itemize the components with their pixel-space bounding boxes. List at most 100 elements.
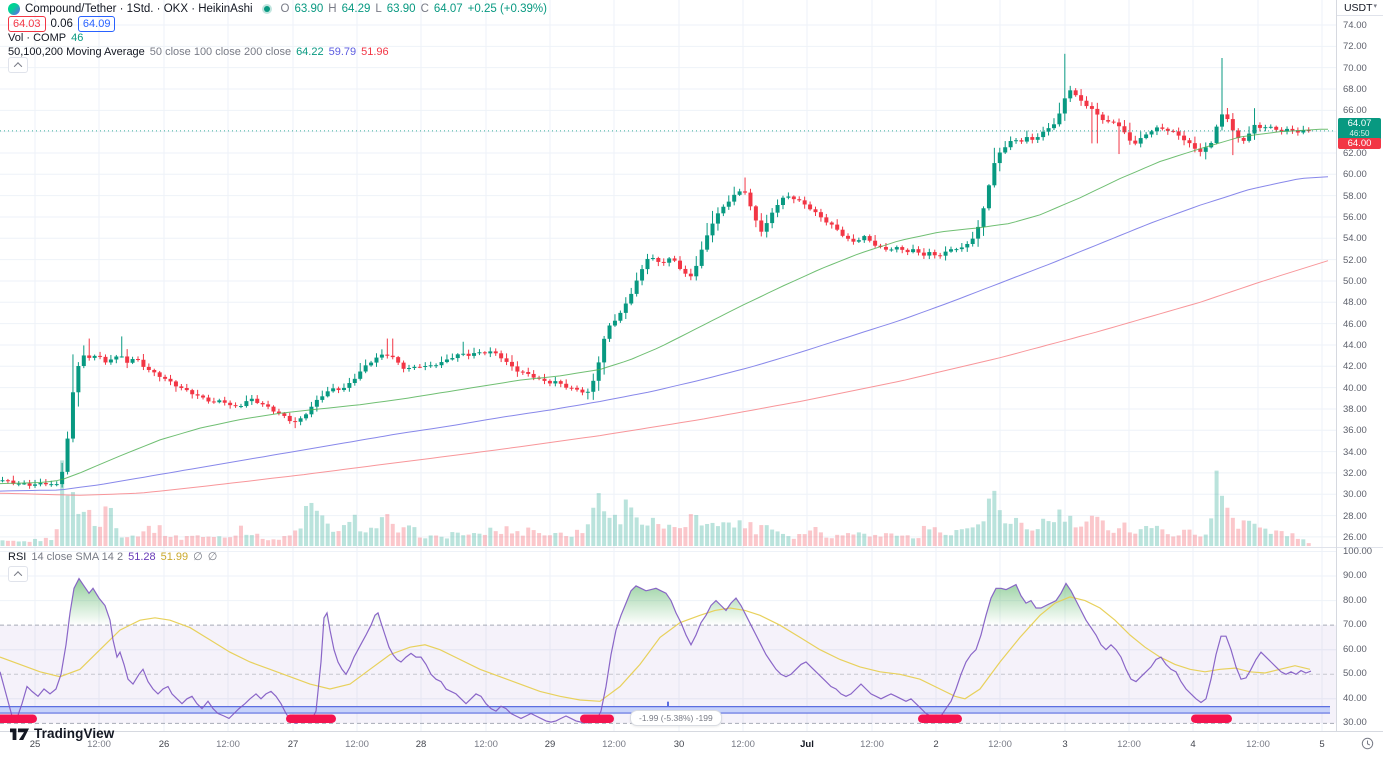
time-tick-label: 12:00: [1117, 739, 1141, 750]
rsi-empty-value-1: ∅: [193, 551, 203, 563]
rsi-tick-label: 50.00: [1343, 668, 1367, 680]
rsi-sma-value: 51.99: [160, 550, 189, 563]
price-tick-label: 50.00: [1343, 275, 1367, 287]
time-tick-label: 5: [1319, 739, 1325, 750]
symbol-legend-row[interactable]: Compound/Tether · 1Std. · OKX · HeikinAs…: [8, 3, 547, 15]
rsi-legend-row[interactable]: RSI 14 close SMA 14 2 51.28 51.99 ∅ ∅: [8, 550, 218, 564]
low-label: L: [375, 3, 382, 15]
ma-label[interactable]: 50,100,200 Moving Average: [8, 46, 145, 58]
rsi-tick-label: 80.00: [1343, 594, 1367, 606]
change-value: +0.25 (+0.39%): [467, 3, 547, 15]
main-chart-canvas[interactable]: [0, 0, 1336, 547]
rsi-value: 51.28: [128, 550, 156, 563]
ask-box[interactable]: 64.09: [77, 16, 116, 32]
price-tick-label: 48.00: [1343, 297, 1367, 309]
tradingview-logo[interactable]: TradingView: [10, 726, 114, 741]
currency-label: USDT: [1343, 1, 1373, 14]
change-tooltip: -1.99 (-5.38%) -199: [630, 710, 722, 726]
price-tick-label: 36.00: [1343, 425, 1367, 437]
time-tick-label: 28: [415, 739, 427, 750]
ma-legend-row[interactable]: 50,100,200 Moving Average 50 close 100 c…: [8, 46, 389, 58]
price-tick-label: 74.00: [1343, 20, 1367, 31]
time-tick-label: 26: [158, 739, 170, 750]
last-price-value: 64.07: [1347, 118, 1372, 129]
rsi-inputs: 14 close SMA 14 2: [31, 550, 124, 563]
rsi-tick-label: 90.00: [1343, 570, 1367, 582]
volume-legend-row[interactable]: Vol · COMP 46: [8, 32, 83, 44]
rsi-chart[interactable]: [0, 548, 1336, 732]
volume-value: 46: [71, 32, 84, 44]
time-tick-label: 30: [673, 739, 685, 750]
price-tick-label: 32.00: [1343, 467, 1367, 479]
rsi-tick-label: 40.00: [1343, 692, 1367, 704]
collapse-main-pane-button[interactable]: [8, 57, 28, 73]
price-tick-label: 38.00: [1343, 403, 1367, 415]
high-value: 64.29: [341, 3, 371, 15]
symbol-logo-icon: [8, 3, 20, 15]
time-tick-label: 3: [1062, 739, 1068, 750]
last-price-label: 64.07 46:50: [1338, 118, 1381, 140]
price-tick-label: 70.00: [1343, 62, 1367, 74]
time-axis[interactable]: 25 12:00 26 12:00 27 12:00 28 12:00 29 12:00 30 12:…: [0, 731, 1383, 759]
spread-value: 0.06: [50, 18, 73, 30]
collapse-rsi-pane-button[interactable]: [8, 566, 28, 582]
time-tick-label: 12:00: [731, 739, 755, 750]
open-label: O: [280, 3, 290, 15]
price-tick-label: 58.00: [1343, 190, 1367, 202]
price-tick-label: 54.00: [1343, 233, 1367, 245]
price-tick-label: 66.00: [1343, 105, 1367, 117]
price-chart[interactable]: [0, 0, 1336, 547]
tradingview-logo-text: TradingView: [34, 726, 115, 741]
bid-ask-row[interactable]: 64.03 0.06 64.09: [8, 16, 116, 32]
price-tick-label: 26.00: [1343, 531, 1367, 543]
ma100-value: 59.79: [328, 46, 357, 58]
time-tick-label: 12:00: [216, 739, 240, 750]
rsi-tick-label: 70.00: [1343, 619, 1367, 631]
rsi-tick-label: 100.00: [1343, 545, 1373, 557]
low-value: 63.90: [386, 3, 416, 15]
price-tick-label: 72.00: [1343, 41, 1367, 53]
price-tick-label: 56.00: [1343, 211, 1367, 223]
open-value: 63.90: [294, 3, 324, 15]
price-tick-label: 68.00: [1343, 83, 1367, 95]
bar-countdown: 46:50: [1349, 129, 1370, 138]
price-tick-label: 34.00: [1343, 446, 1367, 458]
volume-label[interactable]: Vol · COMP: [8, 32, 67, 44]
rsi-tick-label: 30.00: [1343, 717, 1367, 729]
chevron-up-icon: [13, 571, 23, 580]
price-tick-label: 28.00: [1343, 510, 1367, 522]
currency-selector[interactable]: USDT ▾: [1337, 0, 1383, 16]
time-tick-label: 12:00: [988, 739, 1012, 750]
price-tick-label: 44.00: [1343, 339, 1367, 351]
price-tick-label: 60.00: [1343, 169, 1367, 181]
price-tick-label: 46.00: [1343, 318, 1367, 330]
price-tick-label: 42.00: [1343, 361, 1367, 373]
bid-box[interactable]: 64.03: [8, 16, 46, 32]
rsi-label[interactable]: RSI: [8, 550, 27, 563]
ma50-value: 64.22: [296, 46, 324, 58]
chevron-up-icon: [13, 62, 23, 71]
time-tick-label: 4: [1190, 739, 1196, 750]
market-status-icon[interactable]: [263, 6, 270, 12]
time-tick-label: 12:00: [1246, 739, 1270, 750]
time-tick-label: 2: [933, 739, 939, 750]
pane-divider[interactable]: [1337, 547, 1383, 548]
time-tick-label: 12:00: [474, 739, 498, 750]
time-tick-label: 12:00: [860, 739, 884, 750]
time-tick-label: 12:00: [602, 739, 626, 750]
symbol-title[interactable]: Compound/Tether · 1Std. · OKX · HeikinAs…: [25, 3, 253, 15]
close-label: C: [420, 3, 429, 15]
time-tick-label: 12:00: [345, 739, 369, 750]
ma-inputs: 50 close 100 close 200 close: [149, 46, 292, 58]
price-tick-label: 62.00: [1343, 147, 1367, 159]
price-axis[interactable]: USDT ▾ 74.00 72.00 70.00 68.00 66.00 64.0062.…: [1336, 0, 1383, 731]
time-tick-label: Jul: [800, 739, 814, 750]
time-tick-label: 25: [29, 739, 41, 750]
close-value: 64.07: [433, 3, 463, 15]
clock-icon[interactable]: [1361, 737, 1374, 750]
high-label: H: [328, 3, 337, 15]
rsi-empty-value-2: ∅: [207, 551, 218, 563]
time-tick-label: 29: [544, 739, 556, 750]
rsi-tick-label: 60.00: [1343, 643, 1367, 655]
rsi-chart-canvas[interactable]: [0, 547, 1336, 732]
